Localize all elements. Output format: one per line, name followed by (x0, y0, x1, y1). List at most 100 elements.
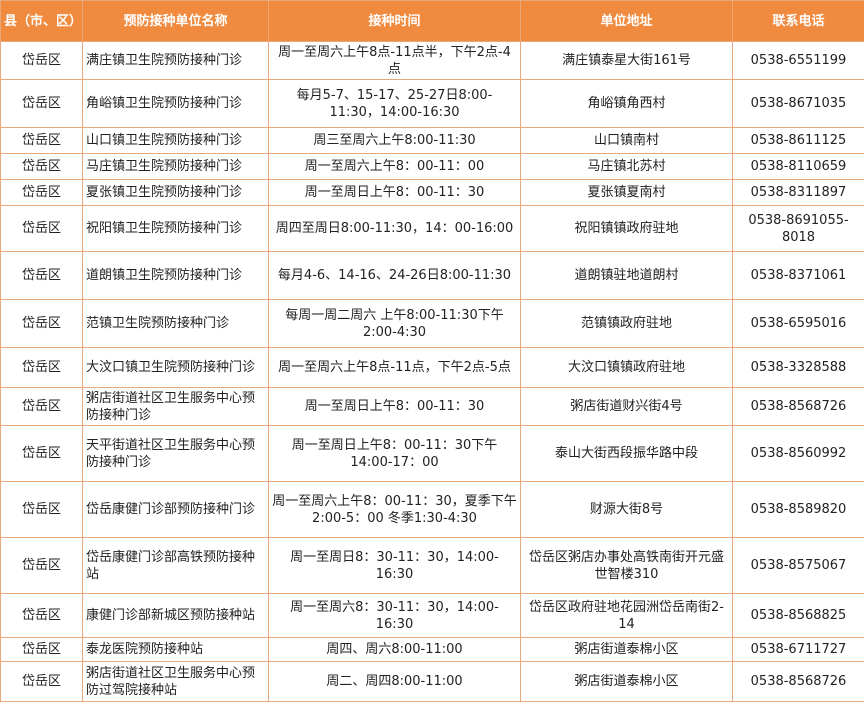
table-cell: 每周一周二周六 上午8:00-11:30下午2:00-4:30 (268, 299, 521, 348)
table-cell: 0538-6595016 (732, 299, 864, 348)
table-cell: 周一至周日上午8：00-11：30下午14:00-17：00 (268, 425, 521, 482)
table-cell: 岱岳康健门诊部高铁预防接种站 (82, 537, 269, 594)
table-cell: 岱岳区 (0, 425, 83, 482)
header-cell: 接种时间 (268, 0, 521, 42)
table-cell: 大汶口镇卫生院预防接种门诊 (82, 347, 269, 388)
table-cell: 祝阳镇镇政府驻地 (520, 205, 733, 252)
header-cell: 县（市、区） (0, 0, 83, 42)
table-cell: 岱岳区 (0, 637, 83, 662)
table-row: 岱岳区 满庄镇卫生院预防接种门诊 周一至周六上午8点-11点半，下午2点-4点 满庄镇… (0, 41, 864, 80)
table-cell: 泰山大街西段振华路中段 (520, 425, 733, 482)
table-cell: 粥店街道社区卫生服务中心预防过驾院接种站 (82, 661, 269, 702)
table-row: 岱岳区 山口镇卫生院预防接种门诊 周三至周六上午8:00-11:30 山口镇南村 053… (0, 127, 864, 154)
table-cell: 周一至周日上午8：00-11：30 (268, 179, 521, 206)
table-cell: 0538-8568825 (732, 593, 864, 638)
table-cell: 角峪镇卫生院预防接种门诊 (82, 79, 269, 128)
table-cell: 粥店街道泰棉小区 (520, 637, 733, 662)
table-cell: 满庄镇泰星大街161号 (520, 41, 733, 80)
table-cell: 岱岳区 (0, 661, 83, 702)
table-row: 岱岳区 夏张镇卫生院预防接种门诊 周一至周日上午8：00-11：30 夏张镇夏南村 05… (0, 179, 864, 206)
table-cell: 山口镇卫生院预防接种门诊 (82, 127, 269, 154)
table-row: 岱岳区 岱岳康健门诊部预防接种门诊 周一至周六上午8：00-11：30，夏季下午2:… (0, 481, 864, 538)
table-cell: 0538-8371061 (732, 251, 864, 300)
table-row: 岱岳区 粥店街道社区卫生服务中心预防接种门诊 周一至周日上午8：00-11：30 粥店… (0, 387, 864, 426)
table-cell: 0538-8611125 (732, 127, 864, 154)
header-cell: 预防接种单位名称 (82, 0, 269, 42)
table-cell: 岱岳区 (0, 79, 83, 128)
table-cell: 范镇卫生院预防接种门诊 (82, 299, 269, 348)
table-cell: 夏张镇卫生院预防接种门诊 (82, 179, 269, 206)
table-row: 岱岳区 康健门诊部新城区预防接种站 周一至周六8：30-11：30，14:00-16… (0, 593, 864, 638)
table-cell: 马庄镇北苏村 (520, 153, 733, 180)
table-row: 岱岳区 祝阳镇卫生院预防接种门诊 周四至周日8:00-11:30，14：00-16:… (0, 205, 864, 252)
table-cell: 0538-8691055-8018 (732, 205, 864, 252)
table-cell: 角峪镇角西村 (520, 79, 733, 128)
table-cell: 0538-8589820 (732, 481, 864, 538)
table-cell: 粥店街道社区卫生服务中心预防接种门诊 (82, 387, 269, 426)
table-cell: 财源大街8号 (520, 481, 733, 538)
header-row: 县（市、区） 预防接种单位名称 接种时间 单位地址 联系电话 (0, 0, 864, 42)
table-cell: 周四至周日8:00-11:30，14：00-16:00 (268, 205, 521, 252)
table-cell: 0538-8568726 (732, 387, 864, 426)
table-cell: 道朗镇驻地道朗村 (520, 251, 733, 300)
table-row: 岱岳区 岱岳康健门诊部高铁预防接种站 周一至周日8：30-11：30，14:00-1… (0, 537, 864, 594)
table-cell: 道朗镇卫生院预防接种门诊 (82, 251, 269, 300)
table-cell: 粥店街道财兴街4号 (520, 387, 733, 426)
table-cell: 岱岳区 (0, 299, 83, 348)
table-row: 岱岳区 天平街道社区卫生服务中心预防接种门诊 周一至周日上午8：00-11：30下午… (0, 425, 864, 482)
table-cell: 0538-8568726 (732, 661, 864, 702)
table-row: 岱岳区 马庄镇卫生院预防接种门诊 周一至周六上午8：00-11：00 马庄镇北苏村 05… (0, 153, 864, 180)
table-cell: 岱岳区 (0, 537, 83, 594)
table-cell: 0538-8110659 (732, 153, 864, 180)
table-cell: 粥店街道泰棉小区 (520, 661, 733, 702)
table-cell: 周一至周日上午8：00-11：30 (268, 387, 521, 426)
table-cell: 天平街道社区卫生服务中心预防接种门诊 (82, 425, 269, 482)
table-cell: 0538-3328588 (732, 347, 864, 388)
table-cell: 大汶口镇镇政府驻地 (520, 347, 733, 388)
table-cell: 每月4-6、14-16、24-26日8:00-11:30 (268, 251, 521, 300)
table-cell: 夏张镇夏南村 (520, 179, 733, 206)
table-cell: 周一至周六上午8点-11点，下午2点-5点 (268, 347, 521, 388)
table-cell: 0538-8311897 (732, 179, 864, 206)
table-cell: 周二、周四8:00-11:00 (268, 661, 521, 702)
table-row: 岱岳区 角峪镇卫生院预防接种门诊 每月5-7、15-17、25-27日8:00-11… (0, 79, 864, 128)
table-cell: 周一至周日8：30-11：30，14:00-16:30 (268, 537, 521, 594)
table-cell: 康健门诊部新城区预防接种站 (82, 593, 269, 638)
table-cell: 岱岳区 (0, 41, 83, 80)
table-cell: 祝阳镇卫生院预防接种门诊 (82, 205, 269, 252)
table-cell: 岱岳区 (0, 481, 83, 538)
table-cell: 山口镇南村 (520, 127, 733, 154)
table-body: 岱岳区 满庄镇卫生院预防接种门诊 周一至周六上午8点-11点半，下午2点-4点 满庄镇… (0, 41, 864, 702)
table-cell: 0538-8671035 (732, 79, 864, 128)
table-cell: 周三至周六上午8:00-11:30 (268, 127, 521, 154)
table-cell: 周四、周六8:00-11:00 (268, 637, 521, 662)
table-cell: 周一至周六上午8点-11点半，下午2点-4点 (268, 41, 521, 80)
table-cell: 岱岳康健门诊部预防接种门诊 (82, 481, 269, 538)
table-cell: 岱岳区 (0, 153, 83, 180)
table-cell: 周一至周六上午8：00-11：00 (268, 153, 521, 180)
table-cell: 岱岳区 (0, 205, 83, 252)
table-row: 岱岳区 大汶口镇卫生院预防接种门诊 周一至周六上午8点-11点，下午2点-5点 大汶口… (0, 347, 864, 388)
table-cell: 岱岳区政府驻地花园洲岱岳南街2-14 (520, 593, 733, 638)
table-row: 岱岳区 粥店街道社区卫生服务中心预防过驾院接种站 周二、周四8:00-11:00 粥店… (0, 661, 864, 702)
table-cell: 周一至周六上午8：00-11：30，夏季下午2:00-5：00 冬季1:30-4… (268, 481, 521, 538)
table-row: 岱岳区 道朗镇卫生院预防接种门诊 每月4-6、14-16、24-26日8:00-11… (0, 251, 864, 300)
table-cell: 范镇镇政府驻地 (520, 299, 733, 348)
header-cell: 单位地址 (520, 0, 733, 42)
table-cell: 0538-6711727 (732, 637, 864, 662)
table-row: 岱岳区 泰龙医院预防接种站 周四、周六8:00-11:00 粥店街道泰棉小区 0538-… (0, 637, 864, 662)
table-cell: 岱岳区粥店办事处高铁南街开元盛世智楼310 (520, 537, 733, 594)
table-cell: 岱岳区 (0, 593, 83, 638)
table-cell: 岱岳区 (0, 127, 83, 154)
table-cell: 0538-8575067 (732, 537, 864, 594)
table-cell: 周一至周六8：30-11：30，14:00-16:30 (268, 593, 521, 638)
table-row: 岱岳区 范镇卫生院预防接种门诊 每周一周二周六 上午8:00-11:30下午2:00… (0, 299, 864, 348)
table-cell: 岱岳区 (0, 387, 83, 426)
table-cell: 马庄镇卫生院预防接种门诊 (82, 153, 269, 180)
header-cell: 联系电话 (732, 0, 864, 42)
table-cell: 0538-8560992 (732, 425, 864, 482)
table-cell: 每月5-7、15-17、25-27日8:00-11:30，14:00-16:30 (268, 79, 521, 128)
table-cell: 0538-6551199 (732, 41, 864, 80)
